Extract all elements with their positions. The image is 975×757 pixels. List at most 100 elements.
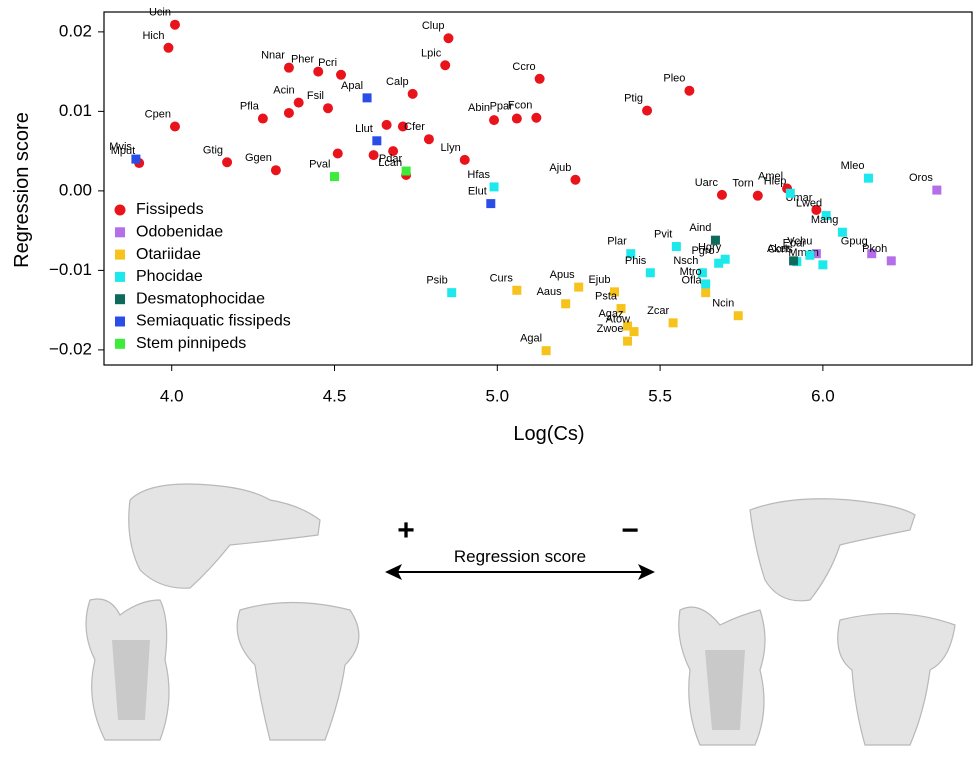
point (672, 242, 681, 251)
y-tick-label: 0.02 (59, 21, 92, 40)
point (570, 175, 580, 185)
point-label: Mleo (841, 160, 865, 172)
legend-marker (115, 205, 126, 216)
point (443, 33, 453, 43)
point-label: Acin (273, 85, 294, 97)
point (887, 256, 896, 265)
point (489, 115, 499, 125)
point (630, 327, 639, 336)
point (669, 318, 678, 327)
x-axis-label: Log(Cs) (513, 423, 584, 445)
legend-label: Phocidae (136, 268, 203, 285)
point (531, 113, 541, 123)
skull-lateral-right (750, 499, 915, 601)
point (131, 155, 140, 164)
point (402, 167, 411, 176)
arrow-label: Regression score (454, 547, 586, 566)
point-label: Psib (426, 275, 447, 287)
legend-label: Desmatophocidae (136, 290, 265, 307)
legend-label: Semiaquatic fissipeds (136, 313, 291, 330)
legend-label: Fissipeds (136, 201, 204, 218)
point-label: Apus (550, 269, 576, 281)
point-label: Aaus (537, 286, 563, 298)
point (490, 182, 499, 191)
point-label: Ptig (624, 93, 643, 105)
point (701, 279, 710, 288)
point-label: Phis (625, 255, 647, 267)
x-tick-label: 6.0 (811, 386, 835, 405)
point-label: Ccro (512, 61, 535, 73)
point-label: Clup (422, 20, 445, 32)
point (714, 259, 723, 268)
point (789, 256, 798, 265)
point-label: Pher (291, 54, 315, 66)
point (336, 70, 346, 80)
point-label: Agal (520, 333, 542, 345)
point-label: Pval (309, 159, 330, 171)
point-label: Llyn (441, 142, 461, 154)
point (623, 337, 632, 346)
legend-marker (115, 250, 125, 260)
point (542, 346, 551, 355)
point (684, 86, 694, 96)
point (932, 186, 941, 195)
point-label: Fcon (508, 100, 532, 112)
point-label: Pcri (318, 57, 337, 69)
point-label: Calp (386, 76, 409, 88)
point (512, 114, 522, 124)
point (170, 121, 180, 131)
x-tick-label: 4.0 (160, 386, 184, 405)
point-label: Mtro (680, 266, 702, 278)
point-label: Zwoe (597, 323, 624, 335)
point (447, 288, 456, 297)
point-label: Llut (355, 123, 373, 135)
point-label: Pkoh (862, 243, 887, 255)
point (711, 236, 720, 245)
legend-marker (115, 317, 125, 327)
y-tick-label: −0.01 (49, 260, 92, 279)
double-arrow (385, 564, 655, 580)
legend-label: Stem pinnipeds (136, 335, 246, 352)
point-label: Ggen (245, 152, 272, 164)
point (646, 268, 655, 277)
point (512, 286, 521, 295)
point-label: Uarc (695, 177, 719, 189)
point-label: Apal (341, 80, 363, 92)
point-label: Torn (732, 178, 753, 190)
point (786, 189, 795, 198)
point (561, 299, 570, 308)
point-label: Hlep (764, 175, 787, 187)
point-label: Lwed (796, 198, 822, 210)
point (163, 43, 173, 53)
point-label: Zcar (647, 305, 669, 317)
point-label: Aind (689, 222, 711, 234)
point-label: Aker (767, 243, 790, 255)
skull-shade (705, 650, 745, 730)
x-tick-label: 5.0 (485, 386, 509, 405)
legend-marker (115, 339, 125, 349)
point-label: Ejub (588, 274, 610, 286)
point-label: Fsil (307, 90, 324, 102)
point-label: Pfla (240, 101, 260, 113)
point (818, 260, 827, 269)
y-tick-label: 0.00 (59, 180, 92, 199)
point-label: Abin (468, 102, 490, 114)
minus-sign: − (621, 514, 639, 547)
point-label: Pvit (654, 229, 672, 241)
point-label: Elut (468, 186, 487, 198)
point (372, 136, 381, 145)
point-label: Curs (490, 272, 514, 284)
legend-label: Odobenidae (136, 224, 223, 241)
point-label: Pleo (663, 73, 685, 85)
point-label: Mvis (109, 141, 132, 153)
point (734, 311, 743, 320)
point (486, 199, 495, 208)
y-axis-label: Regression score (11, 112, 33, 268)
point-label: Oros (909, 172, 933, 184)
point (330, 172, 339, 181)
point-label: Pdar (379, 153, 403, 165)
point (382, 120, 392, 130)
legend-marker (115, 227, 125, 237)
point-label: Lpic (421, 47, 442, 59)
point (701, 288, 710, 297)
